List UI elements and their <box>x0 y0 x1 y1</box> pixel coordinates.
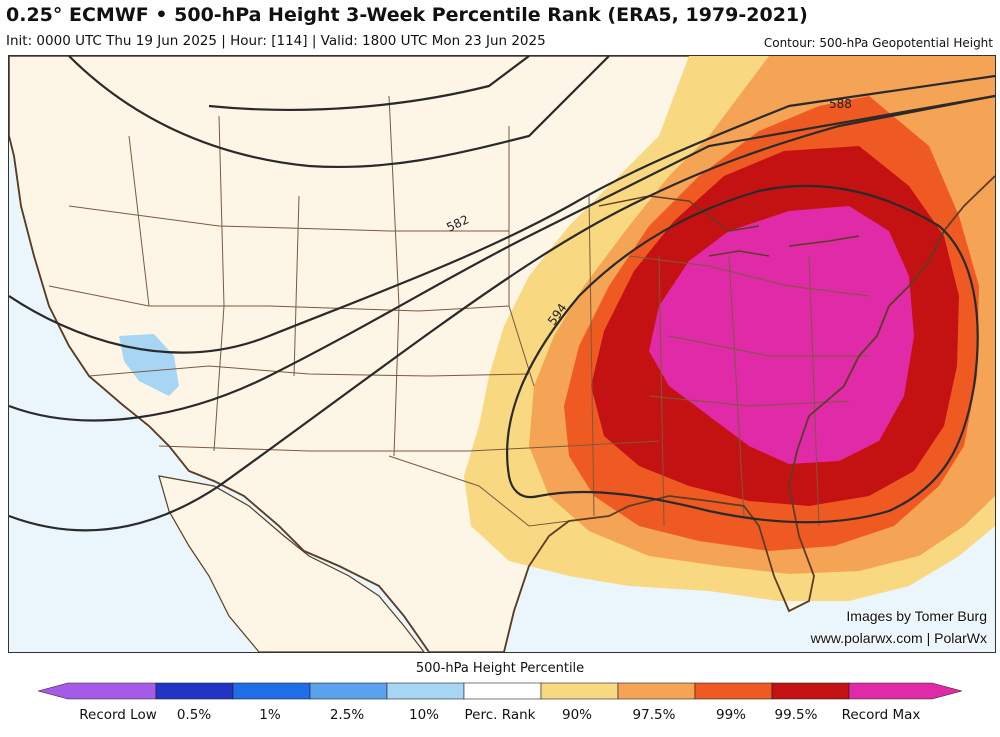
colorbar-cell-perc-rank <box>463 682 542 700</box>
colorbar-label-record-low: Record Low <box>79 707 157 723</box>
colorbar-label-99-5: 99.5% <box>774 707 818 723</box>
colorbar-cell-1 <box>232 682 311 700</box>
colorbar-cell-90 <box>540 682 619 700</box>
shade-record-max <box>649 206 914 464</box>
colorbar-label-record-max: Record Max <box>841 707 921 723</box>
coastline <box>9 135 995 652</box>
colorbar-cell-record-max <box>848 682 962 700</box>
run-info: Init: 0000 UTC Thu 19 Jun 2025 | Hour: [… <box>6 33 546 49</box>
colorbar-label-10: 10% <box>408 707 440 723</box>
colorbar-cell-2-5 <box>309 682 388 700</box>
map-canvas: 588 582 594 <box>9 56 995 652</box>
colorbar-cell-97-5 <box>617 682 696 700</box>
credit-author: Images by Tomer Burg <box>846 608 987 624</box>
map-panel: 588 582 594 Images by Tomer Burg www.pol… <box>8 55 996 653</box>
state-borders <box>48 95 870 527</box>
colorbar-cell-0-5 <box>155 682 234 700</box>
colorbar-cell-record-low <box>38 682 157 700</box>
great-lakes <box>598 195 860 257</box>
great-salt-lake <box>119 334 179 396</box>
colorbar-label-2-5: 2.5% <box>329 707 365 723</box>
colorbar-cell-10 <box>386 682 465 700</box>
colorbar-cell-99 <box>694 682 773 700</box>
colorbar-label-1: 1% <box>259 707 281 723</box>
colorbar-title: 500-hPa Height Percentile <box>415 661 585 676</box>
colorbar-cell-99-5 <box>771 682 850 700</box>
colorbar <box>38 682 962 700</box>
contour-label-588: 588 <box>829 97 852 111</box>
map-title: 0.25° ECMWF • 500-hPa Height 3-Week Perc… <box>6 4 808 26</box>
colorbar-label-97-5: 97.5% <box>632 707 676 723</box>
colorbar-label-99: 99% <box>715 707 747 723</box>
height-contours <box>9 56 995 532</box>
mexico-land <box>158 475 425 652</box>
colorbar-label-0-5: 0.5% <box>176 707 212 723</box>
contour-note: Contour: 500-hPa Geopotential Height <box>763 36 993 50</box>
colorbar-label-perc-rank: Perc. Rank <box>464 707 536 723</box>
colorbar-label-90: 90% <box>561 707 593 723</box>
credit-website: www.polarwx.com | PolarWx <box>810 630 987 646</box>
